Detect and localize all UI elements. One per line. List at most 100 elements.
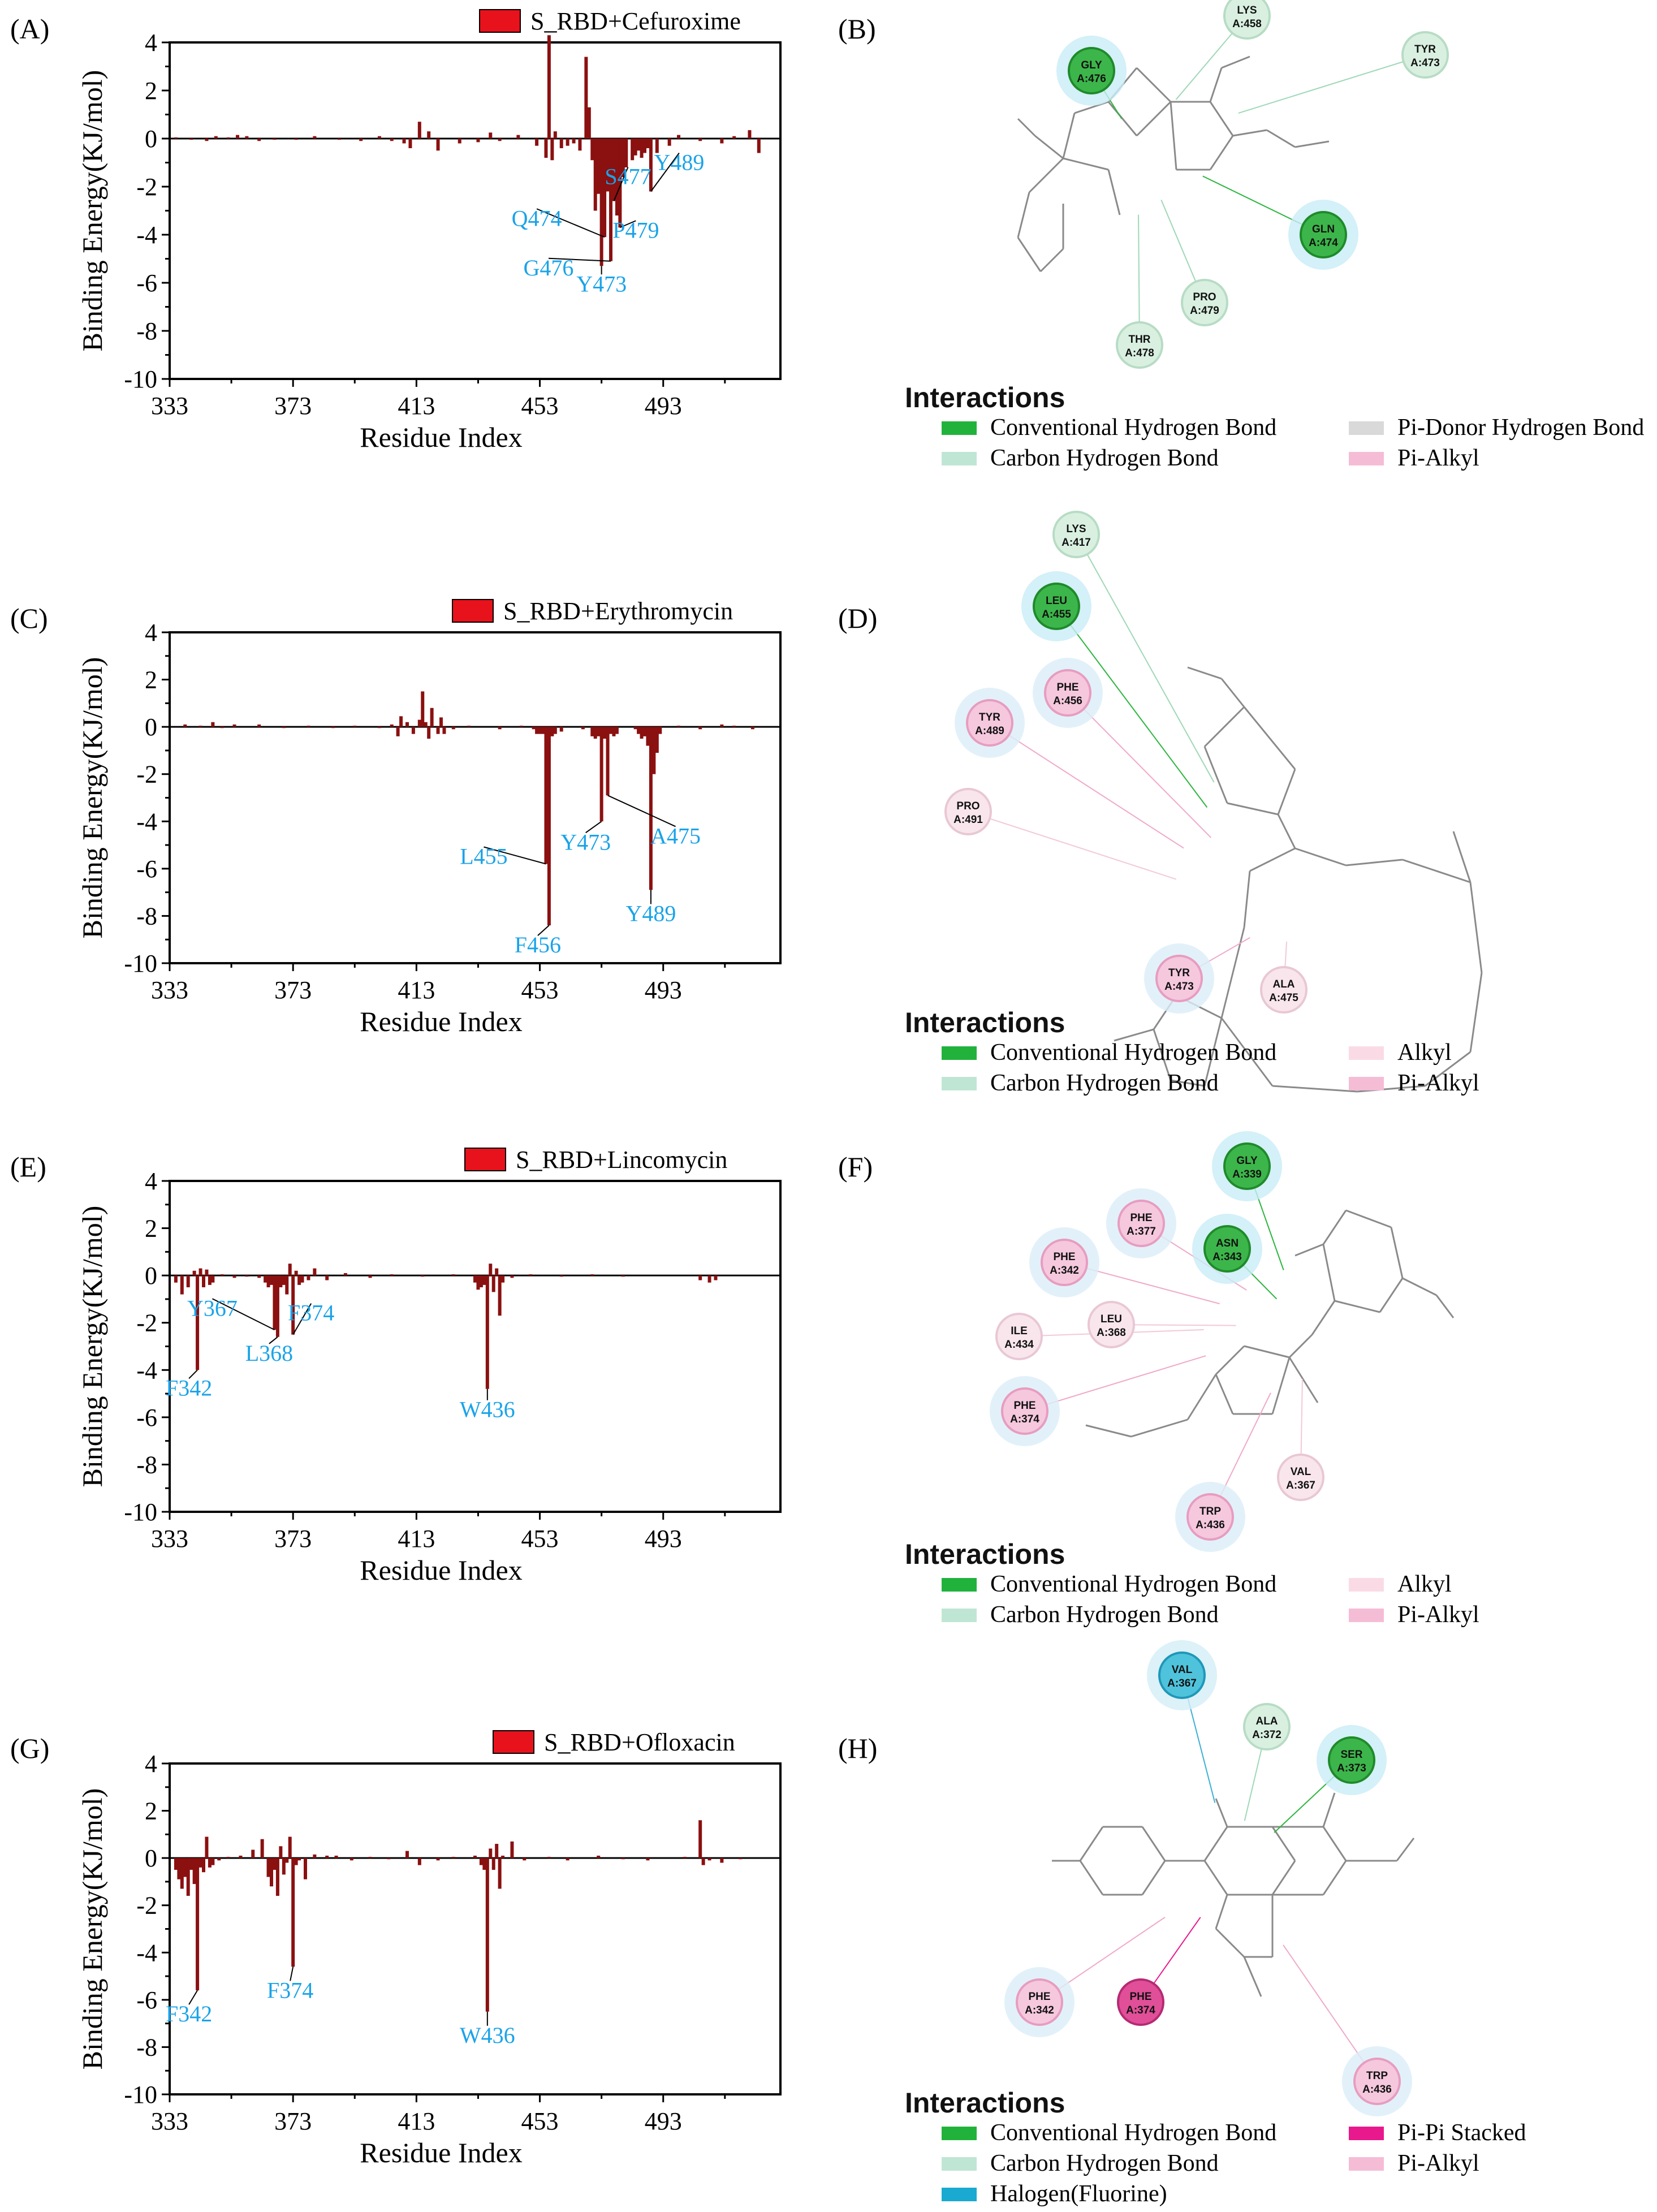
- bar-residue-360: [251, 1849, 255, 1859]
- bar-residue-367: [273, 1858, 277, 1870]
- residue-disc: [1001, 1387, 1048, 1435]
- bar-residue-409: [402, 139, 406, 144]
- bar-residue-339: [186, 1858, 190, 1896]
- ligand-bond: [1249, 847, 1296, 872]
- bar-residue-438: [491, 1858, 495, 1870]
- bar-residue-378: [307, 1275, 310, 1280]
- ligand-bond: [1227, 802, 1279, 816]
- annotation-leader: [585, 821, 602, 834]
- residue-disc: [1041, 1239, 1088, 1286]
- bar-residue-388: [338, 139, 341, 140]
- bar-residue-366: [270, 1275, 273, 1285]
- y-tick-label: -6: [136, 1404, 157, 1431]
- y-axis-label: Binding Energy(KJ/mol): [76, 1788, 108, 2070]
- bar-residue-420: [436, 727, 440, 734]
- interactions-heading: Interactions: [905, 1538, 1065, 1570]
- bar-residue-457: [550, 139, 554, 161]
- x-tick-label: 453: [521, 2107, 559, 2135]
- bar-residue-335: [174, 1858, 178, 1870]
- ligand-bond: [1294, 1243, 1324, 1257]
- residue-tyr-473: TYR A:473: [1238, 31, 1449, 114]
- bar-residue-440: [498, 1275, 502, 1316]
- bar-residue-377: [304, 1858, 307, 1879]
- legend-swatch: [942, 1609, 977, 1622]
- bar-residue-489: [649, 727, 653, 890]
- bar-residue-446: [516, 135, 520, 139]
- bar-residue-472: [597, 139, 601, 194]
- residue-id: A:374: [1126, 2004, 1155, 2016]
- bar-residue-371: [285, 1275, 289, 1295]
- residue-lys-417: LYS A:417: [1052, 511, 1215, 783]
- annotation-f342: F342: [166, 1375, 212, 1400]
- bar-residue-417: [427, 131, 431, 139]
- bar-residue-363: [260, 1839, 264, 1859]
- residue-ala-372: ALA A:372: [1243, 1703, 1291, 1821]
- panel-label-d: (D): [838, 602, 877, 634]
- bar-residue-372: [288, 1836, 292, 1859]
- ligand-bond: [1396, 1838, 1415, 1861]
- bar-residue-440: [498, 139, 502, 141]
- residue-name: TRP: [1199, 1506, 1221, 1517]
- bar-residue-447: [519, 726, 523, 727]
- ligand-bond: [1379, 1278, 1404, 1313]
- residue-id: A:367: [1167, 1678, 1197, 1689]
- bar-residue-370: [282, 1858, 286, 1875]
- residue-name: LEU: [1046, 595, 1067, 607]
- bar-residue-370: [282, 727, 286, 728]
- ligand-bond: [1107, 101, 1138, 136]
- bar-residue-474: [603, 727, 607, 739]
- bar-residue-469: [587, 107, 591, 139]
- residue-name: ASN: [1216, 1237, 1239, 1249]
- interaction-diagrams: LYS A:458 GLY A:476 TYR A:473 GLN A:474 PRO A:479…: [905, 0, 1644, 2207]
- x-axis-label: Residue Index: [360, 421, 522, 453]
- bar-residue-473: [599, 727, 603, 822]
- bar-residue-450: [529, 1274, 533, 1276]
- ligand-bond: [1243, 706, 1296, 770]
- bar-residue-437: [489, 1264, 493, 1276]
- ligand-bond: [1039, 248, 1064, 273]
- bar-residue-486: [640, 727, 644, 739]
- bar-residue-373: [291, 1275, 295, 1335]
- ligand-bond: [1221, 55, 1250, 69]
- residue-name: PRO: [1193, 291, 1216, 303]
- annotation-p479: P479: [612, 217, 659, 243]
- legend-label: Pi-Alkyl: [1397, 1070, 1479, 1096]
- ligand-bond: [1266, 129, 1296, 148]
- annotation-leader: [484, 846, 546, 865]
- bar-residue-393: [353, 726, 357, 727]
- bar-residue-425: [451, 1857, 455, 1859]
- bar-residue-343: [199, 726, 202, 727]
- bar-residue-422: [442, 727, 446, 734]
- x-tick-label: 493: [645, 2107, 682, 2135]
- legend-label: Carbon Hydrogen Bond: [990, 1602, 1219, 1628]
- bar-residue-338: [183, 724, 187, 727]
- residue-id: A:489: [975, 725, 1004, 737]
- bar-residue-417: [427, 727, 431, 739]
- bar-residue-433: [476, 1275, 480, 1290]
- y-tick-label: 4: [145, 619, 157, 646]
- x-tick-label: 493: [645, 1525, 682, 1553]
- bar-residue-432: [473, 1855, 477, 1859]
- bar-residue-343: [199, 1268, 202, 1276]
- ligand-bond: [1141, 1826, 1166, 1861]
- y-tick-label: -10: [124, 2081, 157, 2108]
- bar-residue-336: [177, 1858, 181, 1879]
- residue-id: A:374: [1010, 1413, 1039, 1425]
- residue-pro-479: PRO A:479: [1160, 200, 1228, 326]
- annotation-f342: F342: [166, 2001, 212, 2026]
- panel-label-a: (A): [10, 13, 49, 45]
- bar-residue-344: [202, 1858, 205, 1873]
- bar-residue-475: [606, 727, 610, 796]
- y-tick-label: -4: [136, 1939, 157, 1967]
- annotation-l368: L368: [245, 1340, 293, 1366]
- ligand-bond: [1452, 831, 1472, 883]
- bar-residue-412: [411, 727, 415, 734]
- bar-residue-508: [707, 1858, 711, 1861]
- bar-residue-343: [199, 1858, 202, 1868]
- ligand-bond: [1186, 1374, 1217, 1420]
- legend-label: Alkyl: [1397, 1571, 1452, 1597]
- bar-residue-477: [612, 727, 616, 736]
- residue-name: TRP: [1366, 2070, 1388, 2082]
